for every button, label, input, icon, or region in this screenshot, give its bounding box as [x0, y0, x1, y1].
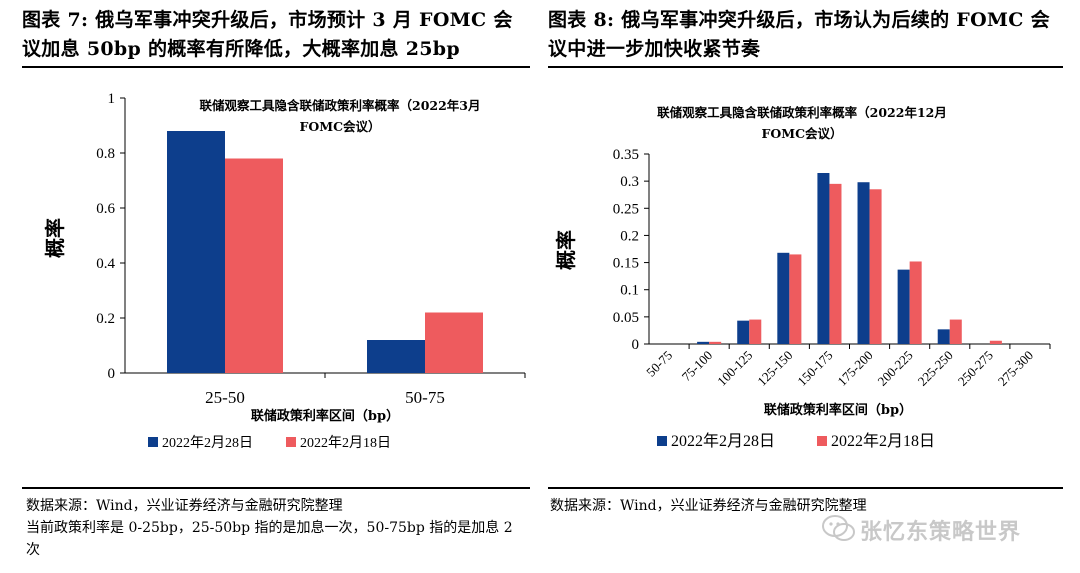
legend-label-1: 2022年2月28日: [162, 435, 253, 451]
bar-2: [225, 158, 283, 373]
x-axis-label: 联储政策利率区间（bp）: [251, 408, 399, 424]
bar-1: [167, 131, 225, 373]
right-notes: 数据来源：Wind，兴业证券经济与金融研究院整理: [550, 495, 1050, 517]
left-notes: 数据来源：Wind，兴业证券经济与金融研究院整理 当前政策利率是 0-25bp，…: [26, 495, 526, 561]
left-source-text: 数据来源：Wind，兴业证券经济与金融研究院整理: [26, 498, 343, 514]
chart-title-line: 联储观察工具隐含联储政策利率概率（2022年3月: [200, 98, 481, 113]
bar-1: [897, 269, 910, 344]
chart-title-line: FOMC会议）: [299, 119, 380, 134]
right-chart: 0 0.05 0.1 0.15 0.2 0.25 0.3 0.35 50-75 75-100100…: [554, 105, 1051, 450]
y-tick-label: 0.15: [613, 256, 639, 272]
y-tick-label: 1: [108, 91, 116, 107]
left-title-rule: [22, 66, 530, 68]
y-tick-label: 0.1: [620, 283, 639, 299]
y-tick-label: 0.35: [613, 147, 639, 163]
right-title-rule: [548, 66, 1063, 68]
x-tick-label: 275-300: [995, 348, 1036, 389]
bar-1: [367, 340, 425, 373]
bar-2: [949, 319, 962, 344]
x-tick-label: 225-250: [915, 348, 956, 389]
wechat-icon: [822, 515, 855, 541]
legend-label-2: 2022年2月18日: [831, 432, 935, 450]
x-axis-label: 联储政策利率区间（bp）: [764, 402, 912, 418]
chart-title-line: 联储观察工具隐含联储政策利率概率（2022年12月: [657, 105, 947, 120]
bar-1: [697, 341, 710, 344]
bar-2: [749, 319, 762, 344]
legend-swatch-1: [148, 437, 158, 447]
x-tick-label: 75-100: [679, 348, 716, 385]
bar-2: [909, 261, 922, 344]
x-tick-label: 250-275: [955, 348, 996, 389]
legend-swatch-2: [286, 437, 296, 447]
bar-2: [425, 312, 483, 373]
y-tick-label: 0.4: [96, 256, 115, 272]
bar-2: [709, 341, 722, 344]
left-note-text: 当前政策利率是 0-25bp，25-50bp 指的是加息一次，50-75bp 指…: [26, 520, 513, 558]
x-tick-label: 175-200: [834, 348, 875, 389]
bar-1: [737, 320, 750, 344]
x-tick-label: 100-125: [714, 348, 755, 389]
bar-2: [869, 189, 882, 344]
right-source-rule: [548, 487, 1063, 489]
x-tick-label: 50-75: [643, 348, 675, 380]
legend-label-1: 2022年2月28日: [671, 432, 775, 450]
watermark-text: 张忆东策略世界: [860, 520, 1022, 545]
bar-1: [777, 252, 790, 344]
y-tick-label: 0.6: [96, 201, 115, 217]
bar-2: [789, 254, 802, 344]
y-axis-label: 概率: [554, 230, 578, 270]
y-tick-label: 0.2: [620, 228, 639, 244]
bar-1: [937, 329, 950, 344]
y-tick-label: 0.3: [620, 174, 639, 190]
legend-label-2: 2022年2月18日: [300, 435, 391, 451]
x-tick-label: 125-150: [754, 348, 795, 389]
x-tick-label: 200-225: [875, 348, 916, 389]
left-chart: 0 0.2 0.4 0.6 0.8 1 25-50 50-75 联储观察工具隐含联储政策利率概率…: [43, 91, 526, 451]
legend-swatch-2: [817, 436, 827, 446]
y-tick-label: 0.2: [96, 311, 115, 327]
x-tick-label: 25-50: [205, 388, 245, 407]
y-axis-label: 概率: [43, 218, 67, 258]
right-source-text: 数据来源：Wind，兴业证券经济与金融研究院整理: [550, 498, 867, 514]
right-figure-title: 图表 8: 俄乌军事冲突升级后，市场认为后续的 FOMC 会议中进一步加快收紧节…: [548, 9, 1050, 60]
y-tick-label: 0.25: [613, 201, 639, 217]
left-figure-title: 图表 7: 俄乌军事冲突升级后，市场预计 3 月 FOMC 会议加息 50bp …: [22, 9, 513, 60]
bar-1: [817, 173, 830, 344]
x-tick-label: 50-75: [405, 388, 445, 407]
y-tick-label: 0.05: [613, 310, 639, 326]
bar-1: [857, 182, 870, 344]
y-tick-label: 0: [632, 337, 640, 353]
bar-2: [989, 340, 1002, 344]
chart-title-line: FOMC会议）: [761, 126, 842, 141]
legend-swatch-1: [657, 436, 667, 446]
y-tick-label: 0.8: [96, 146, 115, 162]
x-tick-label: 150-175: [794, 348, 835, 389]
bar-2: [829, 183, 842, 344]
y-tick-label: 0: [108, 366, 116, 382]
left-source-rule: [22, 487, 530, 489]
